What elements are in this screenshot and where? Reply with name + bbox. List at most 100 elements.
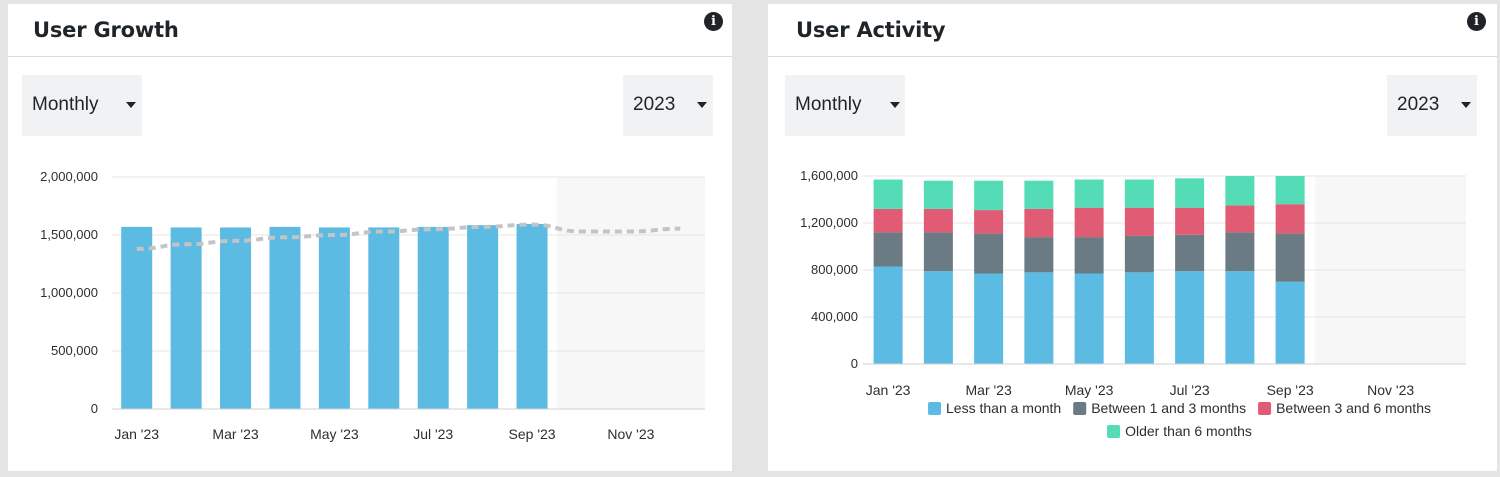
stacked-bar-segment [1275,204,1305,234]
x-tick-label: May '23 [310,426,359,442]
stacked-bar-segment [1275,176,1305,205]
x-tick-label: May '23 [1065,382,1114,398]
user-activity-card: User Activity i Monthly 2023 0 400,000 800… [768,4,1497,471]
stacked-bar-segment [1074,237,1104,274]
stacked-bar-segment [1175,234,1205,272]
x-tick-label: Nov '23 [1367,382,1414,398]
year-select[interactable]: 2023 [1387,75,1477,136]
stacked-bar-segment [923,208,953,233]
stacked-bar-segment [1124,272,1154,364]
user-activity-title: User Activity [796,18,946,42]
stacked-bar-segment [1024,208,1054,238]
stacked-bar-segment [1074,179,1104,208]
y-tick-label: 500,000 [51,343,98,358]
chevron-down-icon [1461,102,1471,108]
stacked-bar-segment [923,232,953,272]
stacked-bar-segment [974,233,1004,274]
bar-feb-23 [170,227,202,409]
bar-mar-23 [220,227,252,409]
chevron-down-icon [890,102,900,108]
x-tick-label: Jan '23 [866,382,911,398]
x-tick-label: Jul '23 [413,426,453,442]
stacked-bar-segment [1175,178,1205,208]
stacked-bar-segment [1275,281,1305,364]
stacked-bar-segment [923,271,953,364]
bar-aug-23 [467,225,499,409]
y-tick-label: 2,000,000 [40,169,98,184]
info-icon[interactable]: i [1467,12,1486,31]
y-tick-label: 1,000,000 [40,285,98,300]
y-tick-label: 1,200,000 [800,215,858,230]
x-tick-label: Mar '23 [212,426,258,442]
x-tick-label: Nov '23 [607,426,654,442]
legend-swatch [1073,402,1087,415]
legend-item: Less than a month [928,400,1061,416]
stacked-bar-segment [1225,232,1255,272]
stacked-bar-segment [1024,237,1054,273]
stacked-bar-segment [1074,207,1104,238]
x-tick-label: Mar '23 [966,382,1012,398]
bar-jan-23 [121,226,153,409]
x-tick-label: Sep '23 [509,426,556,442]
legend-label: Older than 6 months [1125,423,1252,439]
user-growth-title: User Growth [33,18,179,42]
year-select[interactable]: 2023 [623,75,713,136]
legend-swatch [1258,402,1272,415]
legend-swatch [1107,425,1121,438]
year-select-value: 2023 [1397,94,1440,115]
legend-row: Older than 6 months [1107,423,1252,439]
y-tick-label: 400,000 [811,309,858,324]
info-icon[interactable]: i [704,12,723,31]
x-tick-label: Sep '23 [1267,382,1314,398]
stacked-bar-segment [1225,205,1255,233]
stacked-bar-segment [1175,271,1205,364]
bar-apr-23 [269,226,301,409]
x-tick-label: Jan '23 [114,426,159,442]
legend-item: Between 1 and 3 months [1073,400,1246,416]
stacked-bar-segment [923,180,953,209]
period-select-value: Monthly [795,94,862,115]
chevron-down-icon [126,102,136,108]
stacked-bar-segment [873,179,903,209]
bar-sep-23 [516,223,548,409]
legend-item: Between 3 and 6 months [1258,400,1431,416]
user-growth-card: User Growth i Monthly 2023 0 500,000 1,000… [8,4,732,471]
period-select-value: Monthly [32,94,99,115]
legend-item: Older than 6 months [1107,423,1252,439]
legend-label: Between 3 and 6 months [1276,400,1431,416]
stacked-bar-segment [974,273,1004,364]
stacked-bar-segment [1024,180,1054,209]
x-tick-label: Jul '23 [1170,382,1210,398]
stacked-bar-segment [873,266,903,364]
y-tick-label: 1,600,000 [800,168,858,183]
stacked-bar-segment [1024,272,1054,364]
user-growth-chart: 0 500,000 1,000,000 1,500,000 2,000,000 Jan '… [40,169,705,442]
stacked-bar-segment [1124,235,1154,273]
title-divider [768,56,1497,57]
stacked-bar-segment [1225,176,1255,206]
year-select-value: 2023 [633,94,676,115]
period-select[interactable]: Monthly [22,75,142,136]
stacked-bar-segment [1124,179,1154,208]
stacked-bar-segment [1124,207,1154,236]
user-activity-chart: 0 400,000 800,000 1,200,000 1,600,000 Jan '23… [800,168,1466,439]
period-select[interactable]: Monthly [785,75,905,136]
stacked-bar-segment [1275,233,1305,282]
stacked-bar-segment [873,232,903,267]
stacked-bar-segment [974,210,1004,234]
title-divider [8,56,732,57]
stacked-bar-segment [1225,271,1255,364]
bar-jul-23 [417,226,449,409]
y-tick-label: 800,000 [811,262,858,277]
stacked-bar-segment [1074,273,1104,364]
legend-label: Less than a month [946,400,1061,416]
legend-row: Less than a month Between 1 and 3 months B… [928,400,1431,416]
y-tick-label: 0 [851,356,858,371]
chevron-down-icon [697,102,707,108]
legend-swatch [928,402,942,415]
y-tick-label: 0 [91,401,98,416]
bar-jun-23 [368,227,400,409]
stacked-bar-segment [873,208,903,233]
legend-label: Between 1 and 3 months [1091,400,1246,416]
stacked-bar-segment [974,180,1004,211]
